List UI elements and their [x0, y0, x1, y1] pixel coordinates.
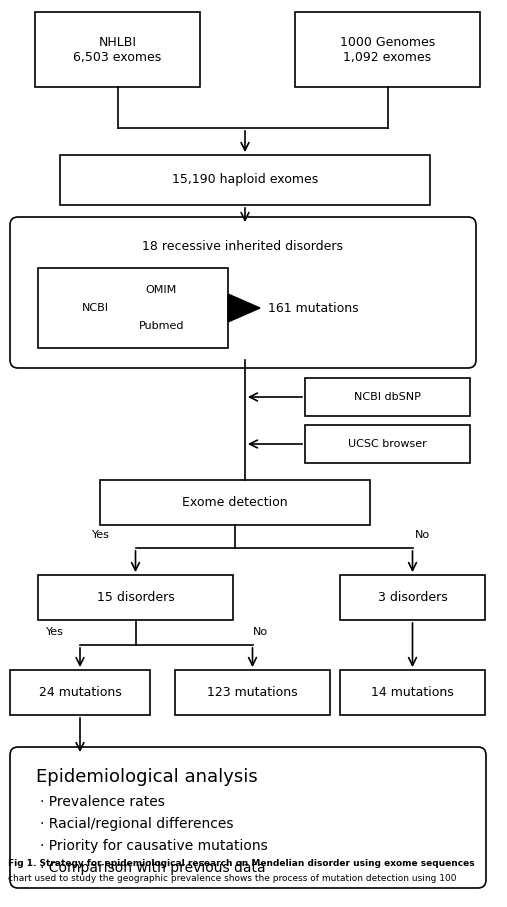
Text: · Prevalence rates: · Prevalence rates	[40, 795, 165, 809]
Text: OMIM: OMIM	[146, 286, 177, 296]
Text: · Racial/regional differences: · Racial/regional differences	[40, 817, 234, 831]
Text: · Comparison with previous data: · Comparison with previous data	[40, 861, 266, 875]
Text: NHLBI
6,503 exomes: NHLBI 6,503 exomes	[74, 35, 162, 63]
Bar	[38, 268, 228, 348]
Text: NCBI dbSNP: NCBI dbSNP	[354, 392, 421, 402]
Bar	[60, 155, 430, 205]
Text: 14 mutations: 14 mutations	[371, 686, 454, 699]
Bar	[100, 480, 370, 525]
Text: 123 mutations: 123 mutations	[207, 686, 298, 699]
Text: 15,190 haploid exomes: 15,190 haploid exomes	[172, 173, 318, 187]
Bar	[10, 670, 150, 715]
Text: Yes: Yes	[46, 627, 64, 637]
Text: NCBI: NCBI	[82, 303, 108, 313]
FancyBboxPatch shape	[10, 747, 486, 888]
Text: · Priority for causative mutations: · Priority for causative mutations	[40, 839, 268, 853]
Bar	[295, 12, 480, 87]
Text: Fig 1. Strategy for epidemiological research on Mendelian disorder using exome s: Fig 1. Strategy for epidemiological rese…	[8, 859, 475, 868]
Text: 15 disorders: 15 disorders	[97, 591, 174, 604]
Text: Yes: Yes	[92, 530, 110, 540]
Text: UCSC browser: UCSC browser	[348, 439, 427, 449]
Bar	[340, 670, 485, 715]
Text: Pubmed: Pubmed	[139, 320, 184, 330]
Bar	[35, 12, 200, 87]
Text: No: No	[253, 627, 268, 637]
Text: No: No	[415, 530, 430, 540]
Bar	[305, 378, 470, 416]
Text: 161 mutations: 161 mutations	[268, 301, 358, 315]
FancyBboxPatch shape	[10, 217, 476, 368]
Text: 24 mutations: 24 mutations	[39, 686, 121, 699]
Text: chart used to study the geographic prevalence shows the process of mutation dete: chart used to study the geographic preva…	[8, 874, 456, 883]
Bar	[175, 670, 330, 715]
Text: 1000 Genomes
1,092 exomes: 1000 Genomes 1,092 exomes	[340, 35, 435, 63]
Bar	[305, 425, 470, 463]
Polygon shape	[228, 294, 260, 322]
Text: Epidemiological analysis: Epidemiological analysis	[36, 768, 258, 786]
Bar	[38, 575, 233, 620]
Text: Exome detection: Exome detection	[182, 496, 288, 509]
Bar	[340, 575, 485, 620]
Text: 18 recessive inherited disorders: 18 recessive inherited disorders	[142, 240, 344, 253]
Text: 3 disorders: 3 disorders	[378, 591, 447, 604]
